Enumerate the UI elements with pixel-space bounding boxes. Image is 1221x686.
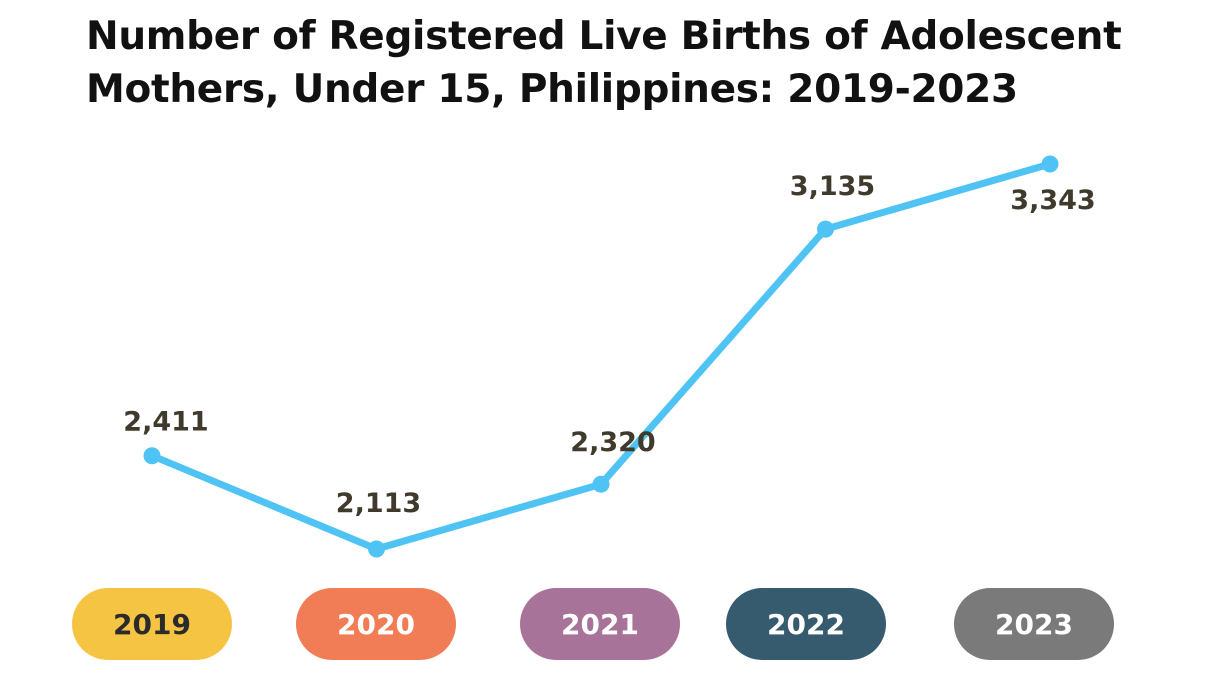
category-badge-label: 2023 [995,608,1073,641]
category-badge-label: 2019 [113,608,191,641]
category-badge-2020: 2020 [296,588,456,660]
category-badge-label: 2020 [337,608,415,641]
chart-title: Number of Registered Live Births of Adol… [86,14,1122,112]
data-label-2020: 2,113 [336,488,421,519]
category-badge-label: 2022 [767,608,845,641]
category-badge-pill [520,588,680,660]
data-point-2020 [368,540,385,558]
category-badge-2022: 2022 [726,588,886,660]
data-label-2023: 3,343 [1010,185,1095,216]
category-badge-2019: 2019 [72,588,232,660]
data-point-2019 [143,447,161,465]
category-badge-pill [72,588,232,660]
data-label-2019: 2,411 [123,407,208,438]
category-badge-label: 2021 [561,608,639,641]
data-label-2021: 2,320 [570,427,655,458]
category-badge-2023: 2023 [954,588,1114,660]
category-badges-layer: 2019 2020 2021 2022 2023 [72,588,1114,660]
data-labels-layer: 2,411 2,113 2,320 3,135 3,343 [123,171,1095,519]
data-points-layer [143,155,1059,558]
category-badge-pill [296,588,456,660]
data-label-2022: 3,135 [790,171,875,202]
category-badge-2021: 2021 [520,588,680,660]
data-point-2021 [592,475,610,493]
data-point-2023 [1041,155,1059,173]
category-badge-pill [726,588,886,660]
category-badge-pill [954,588,1114,660]
data-point-2022 [817,220,834,238]
